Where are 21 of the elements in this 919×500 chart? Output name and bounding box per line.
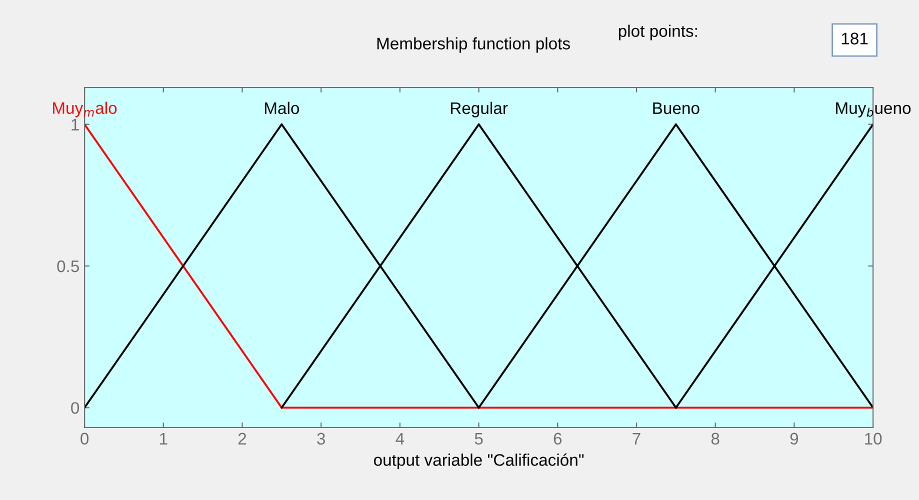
x-tick-label: 5 <box>474 432 483 445</box>
x-axis-title: output variable "Calificación" <box>374 453 584 470</box>
x-tick-label: 7 <box>632 432 640 444</box>
x-tick-label: 3 <box>317 432 325 445</box>
x-tick-label: 1 <box>160 432 168 444</box>
series-label: Malo <box>264 102 300 114</box>
series-label: Regular <box>450 102 508 118</box>
x-tick-label: 9 <box>790 432 798 445</box>
x-tick-label: 8 <box>711 432 720 445</box>
series-label: Bueno <box>653 102 700 114</box>
x-tick-label: 6 <box>554 432 562 445</box>
text: plot points: <box>618 24 697 40</box>
x-tick-label: 4 <box>396 432 404 444</box>
text: Membership function plots <box>377 37 570 53</box>
y-tick-label: 0.5 <box>57 260 79 272</box>
x-tick-label: 0 <box>80 432 89 445</box>
text: 181 <box>842 32 868 44</box>
x-tick-label: 2 <box>238 432 246 444</box>
y-tick-label: 0 <box>71 402 80 414</box>
x-tick-label: 10 <box>865 432 882 445</box>
y-tick-label: 1 <box>72 118 79 130</box>
